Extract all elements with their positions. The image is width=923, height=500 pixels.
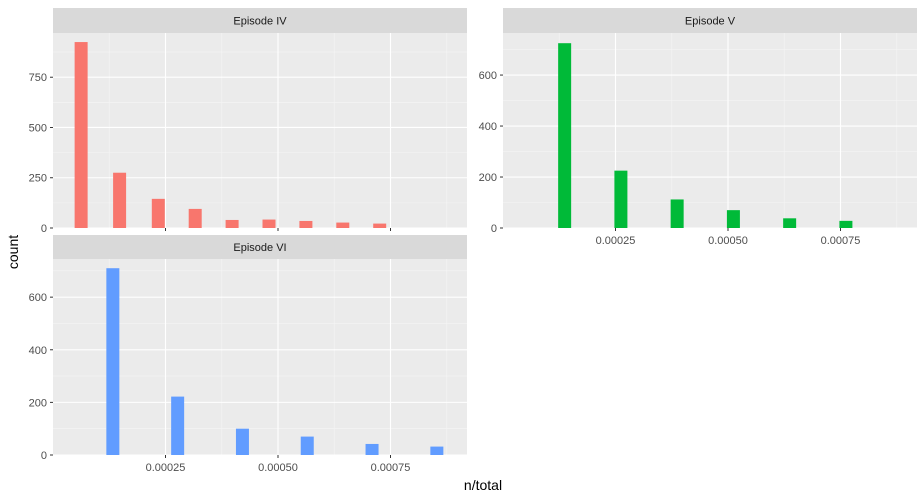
x-tick-label: 0.00075 xyxy=(371,462,411,474)
y-tick-label: 250 xyxy=(29,173,47,185)
histogram-bar xyxy=(151,198,165,228)
y-tick-label: 0 xyxy=(41,450,47,462)
histogram-bar xyxy=(225,219,239,228)
panel-3: Episode VI 0 200 400 600 0.00025 0.00050 0.0007… xyxy=(29,235,467,474)
histogram-bar xyxy=(430,446,444,455)
x-axis-title: n/total xyxy=(464,477,502,493)
x-tick-label: 0.00025 xyxy=(146,462,186,474)
y-tick-label: 400 xyxy=(479,121,497,133)
panel-1: Episode IV 0 250 500 750 xyxy=(29,8,467,235)
histogram-bar xyxy=(783,218,797,228)
y-tick-label: 400 xyxy=(29,345,47,357)
histogram-bar xyxy=(113,172,127,228)
y-tick-label: 0 xyxy=(41,223,47,235)
y-tick-label: 0 xyxy=(491,223,497,235)
x-tick-label: 0.00025 xyxy=(596,235,636,247)
y-tick-label: 200 xyxy=(29,397,47,409)
panels-layer: Episode IV 0 250 500 750 Episode V 0 200 400 600 0… xyxy=(29,8,917,474)
histogram-bar xyxy=(300,436,314,455)
panel-2: Episode V 0 200 400 600 0.00025 0.00050 0.00075 xyxy=(479,8,917,247)
histogram-bar xyxy=(558,43,572,229)
panel-title: Episode V xyxy=(685,16,736,28)
y-tick-label: 200 xyxy=(479,172,497,184)
y-axis-title: count xyxy=(5,235,21,269)
panel-background xyxy=(503,33,917,228)
panel-background xyxy=(53,259,467,455)
y-tick-label: 600 xyxy=(29,292,47,304)
histogram-bar xyxy=(726,210,740,228)
panel-title: Episode VI xyxy=(233,242,286,254)
x-tick-label: 0.00050 xyxy=(258,462,298,474)
histogram-bar xyxy=(670,199,684,228)
histogram-bar xyxy=(171,396,185,455)
panel-title: Episode IV xyxy=(233,16,287,28)
x-tick-label: 0.00050 xyxy=(708,235,748,247)
panel-strip xyxy=(53,8,467,33)
histogram-bar xyxy=(299,220,313,228)
y-tick-label: 500 xyxy=(29,122,47,134)
histogram-bar xyxy=(235,428,249,455)
histogram-bar xyxy=(188,208,202,228)
histogram-bar xyxy=(336,222,350,228)
histogram-bar xyxy=(365,443,379,455)
panel-strip xyxy=(53,235,467,259)
panel-strip xyxy=(503,8,917,33)
histogram-bar xyxy=(106,268,120,455)
x-tick-label: 0.00075 xyxy=(821,235,861,247)
histogram-bar xyxy=(262,219,276,228)
histogram-bar xyxy=(373,223,387,228)
histogram-bar xyxy=(74,42,88,229)
histogram-bar xyxy=(614,170,628,228)
histogram-bar xyxy=(839,220,853,228)
y-tick-label: 600 xyxy=(479,70,497,82)
y-tick-label: 750 xyxy=(29,72,47,84)
